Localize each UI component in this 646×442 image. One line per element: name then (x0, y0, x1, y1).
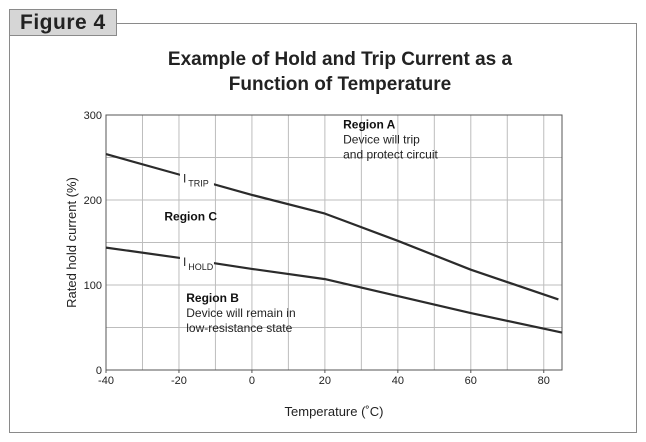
region-b-text: Device will remain in (186, 306, 295, 320)
series-lines (105, 153, 563, 334)
region-a-text: Device will trip (343, 133, 420, 147)
tick-labels: -40 -20 0 20 40 60 80 0 100 200 300 (84, 110, 550, 387)
series-line-hold (105, 246, 563, 334)
y-tick-label: 0 (96, 365, 102, 377)
grid (105, 114, 562, 371)
y-tick-label: 200 (84, 195, 102, 207)
region-a-text: and protect circuit (343, 148, 438, 162)
series-line-trip (105, 153, 559, 301)
series-label-hold: I HOLD (183, 255, 214, 272)
x-tick-label: -40 (98, 375, 114, 387)
chart-title-line-1: Example of Hold and Trip Current as a (167, 49, 513, 70)
x-tick-label: 80 (538, 375, 550, 387)
series-label-trip: I TRIP (183, 172, 209, 189)
x-tick-label: 20 (319, 375, 331, 387)
axes (105, 114, 563, 371)
region-b-text: low-resistance state (186, 321, 292, 335)
x-tick-label: 40 (392, 375, 404, 387)
region-c-title: Region C (164, 209, 217, 223)
chart-title: Example of Hold and Trip Current as a Fu… (80, 47, 600, 97)
chart-title-line-2: Function of Temperature (228, 74, 452, 95)
y-tick-label: 300 (84, 110, 102, 122)
region-b-title: Region B (186, 291, 239, 305)
figure-frame (9, 23, 637, 433)
figure-tab: Figure 4 (9, 9, 117, 36)
series-label-bg (179, 253, 214, 272)
region-a-title: Region A (343, 118, 396, 132)
x-axis-label: Temperature (˚C) (285, 404, 384, 419)
y-tick-label: 100 (84, 280, 102, 292)
plot-area-border (105, 114, 563, 371)
y-axis-label: Rated hold current (%) (64, 177, 79, 308)
series-label-bg (179, 170, 214, 189)
x-tick-label: 60 (465, 375, 477, 387)
x-tick-label: 0 (249, 375, 255, 387)
x-tick-label: -20 (171, 375, 187, 387)
